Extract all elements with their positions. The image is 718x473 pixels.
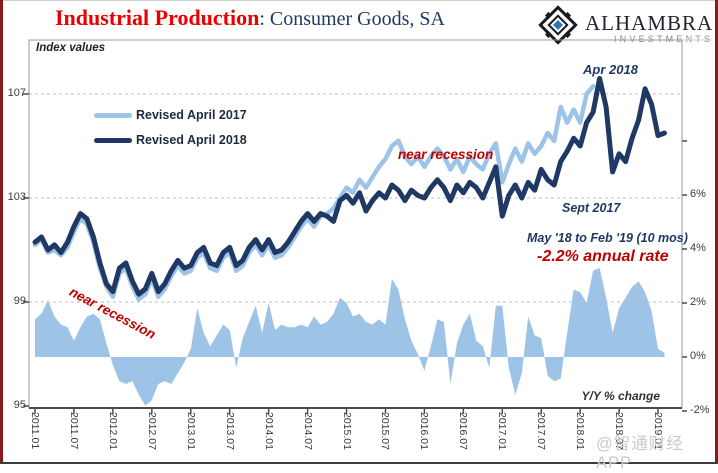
x-axis-tick-label: 2014.01: [263, 412, 275, 450]
x-axis-tick-label: 2014.07: [302, 412, 314, 450]
annotation-apr-2018: Apr 2018: [583, 62, 638, 77]
right-axis-tick-label: 2%: [690, 296, 706, 308]
alhambra-logo: ALHAMBRA INVESTMENTS: [537, 4, 713, 51]
frame-right-border: [715, 0, 718, 464]
frame-left-border: [0, 0, 3, 464]
y-axis-tick-label: 99: [13, 295, 26, 307]
frame-bottom-border: [0, 462, 718, 464]
x-axis-tick-label: 2018.07: [613, 412, 625, 450]
x-axis-tick-label: 2012.07: [146, 412, 158, 450]
x-axis-tick-label: 2012.01: [107, 412, 119, 450]
x-axis-tick-label: 2015.01: [341, 412, 353, 450]
right-axis-tick-label: 4%: [690, 242, 706, 254]
title-main: Industrial Production: [55, 5, 260, 30]
x-axis-tick-label: 2019.01: [652, 412, 664, 450]
title-suffix: : Consumer Goods, SA: [259, 8, 445, 30]
left-axis-title: Index values: [36, 42, 106, 54]
frame-top-border: [0, 0, 718, 1]
legend-item: Revised April 2018: [94, 133, 247, 147]
right-axis-title: Y/Y % change: [581, 389, 660, 403]
annotation-may18-feb19: May '18 to Feb '19 (10 mos): [527, 231, 688, 245]
alhambra-logo-text: ALHAMBRA INVESTMENTS: [585, 12, 713, 44]
right-axis-tick-label: 0%: [690, 350, 706, 362]
area-yoy-change: [35, 267, 665, 406]
alhambra-logo-icon: [537, 4, 579, 51]
legend-swatch: [94, 112, 132, 118]
page-title: Industrial Production: Consumer Goods, S…: [55, 5, 445, 31]
x-axis-tick-label: 2018.01: [574, 412, 586, 450]
y-axis-tick-label: 95: [13, 399, 26, 411]
x-axis-tick-label: 2011.07: [68, 412, 80, 450]
legend-item: Revised April 2017: [94, 108, 247, 122]
right-axis-tick-label: 6%: [690, 188, 706, 200]
x-axis-tick-label: 2016.01: [418, 412, 430, 450]
chart-legend: Revised April 2017 Revised April 2018: [94, 108, 247, 158]
x-axis-tick-label: 2016.07: [457, 412, 469, 450]
x-axis-tick-label: 2017.01: [496, 412, 508, 450]
y-axis-tick-label: 103: [7, 191, 26, 203]
watermark: @智通财经APP: [596, 435, 684, 472]
annotation-annual-rate: -2.2% annual rate: [537, 248, 669, 265]
x-axis-tick-label: 2017.07: [535, 412, 547, 450]
x-axis-tick-label: 2011.01: [29, 412, 41, 450]
annotation-sept-2017: Sept 2017: [562, 201, 621, 215]
right-axis-tick-label: -2%: [690, 404, 710, 416]
logo-name: ALHAMBRA: [585, 10, 714, 35]
y-axis-tick-label: 107: [7, 87, 26, 99]
legend-swatch: [94, 137, 132, 143]
logo-subname: INVESTMENTS: [613, 33, 714, 44]
legend-label: Revised April 2017: [136, 108, 247, 122]
x-axis-tick-label: 2015.07: [379, 412, 391, 450]
legend-label: Revised April 2018: [136, 133, 247, 147]
x-axis-tick-label: 2013.01: [185, 412, 197, 450]
line-revised-april-2018: [32, 75, 667, 297]
annotation-near-recession-2015: near recession: [398, 147, 494, 162]
x-axis-tick-label: 2013.07: [224, 412, 236, 450]
